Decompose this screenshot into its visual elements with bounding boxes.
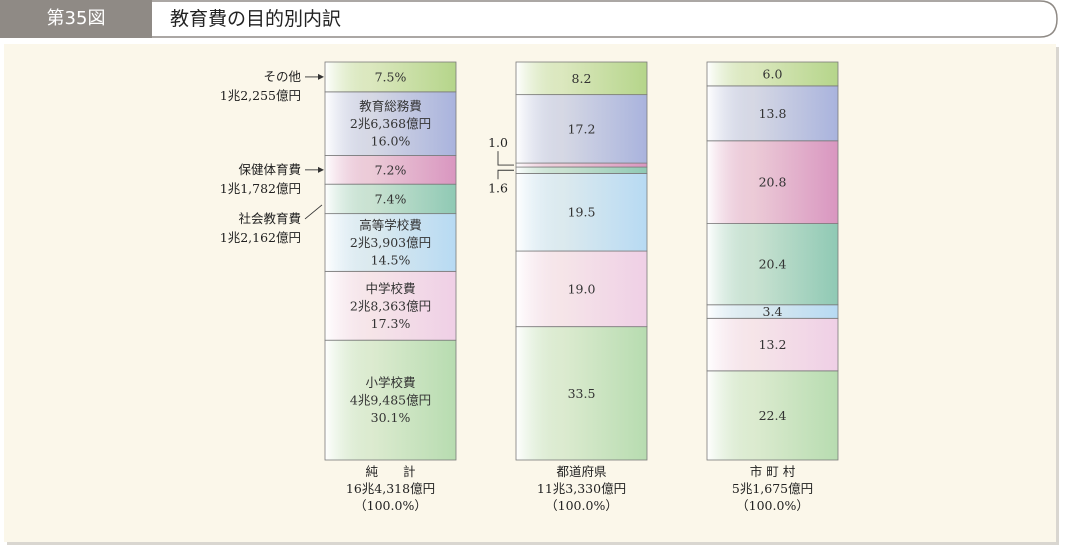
bar-segment-2-sohmu: [706, 85, 839, 142]
bar-name-label: 純 計: [365, 464, 415, 479]
bar-segment-2-sonota: [706, 61, 839, 87]
bar-segment-1-sonota: [515, 61, 648, 96]
bar-total-pct-label: （100.0%）: [736, 498, 809, 513]
bar-segment-0-chugaku: [324, 270, 457, 341]
bar-segment-1-koko: [515, 173, 648, 252]
bar-total-label: 5兆1,675億円: [732, 481, 813, 496]
bar-segment-2-shogaku: [706, 370, 839, 461]
segment-label: 17.2: [568, 121, 596, 136]
bar-segment-0-hoken: [324, 155, 457, 185]
callout-leader-pref-shakai: [497, 169, 514, 180]
figure-number: 第35図: [0, 0, 152, 38]
callout-label-pref-hoken: 1.0: [488, 135, 508, 150]
segment-label: 19.5: [568, 205, 596, 220]
segment-label: 3.4: [763, 304, 783, 319]
bar-segment-2-hoken: [706, 140, 839, 224]
segment-label: 2兆8,363億円: [350, 298, 431, 313]
segment-label: 13.2: [759, 337, 787, 352]
bar-segment-1-shakai: [515, 166, 648, 174]
segment-label: 20.4: [759, 257, 787, 272]
callout-label-shakai: 1兆2,162億円: [220, 230, 301, 245]
bar-segment-1-hoken: [515, 162, 648, 168]
bar-total-pct-label: （100.0%）: [354, 498, 427, 513]
segment-label: 教育総務費: [359, 99, 422, 114]
segment-label: 17.3%: [371, 316, 411, 331]
segment-label: 2兆3,903億円: [350, 235, 431, 250]
bar-segment-0-shakai: [324, 183, 457, 215]
segment-label: 8.2: [572, 71, 592, 86]
segment-label: 中学校費: [365, 281, 415, 296]
callout-label-sonota: 1兆2,255億円: [220, 88, 301, 103]
callout-leader-shakai: [304, 204, 323, 220]
segment-label: 7.4%: [375, 191, 407, 206]
callout-label-hoken: 保健体育費: [238, 162, 301, 177]
callout-leader-pref-hoken: [497, 151, 514, 166]
segment-label: 14.5%: [371, 252, 411, 267]
segment-label: 13.8: [759, 106, 787, 121]
bar-total-label: 11兆3,330億円: [537, 481, 626, 496]
callout-label-sonota: その他: [263, 69, 301, 84]
bar-segment-2-shakai: [706, 223, 839, 306]
callout-arrow-hoken: [318, 166, 324, 173]
segment-label: 6.0: [763, 66, 783, 81]
bar-name-label: 都道府県: [556, 464, 606, 479]
bar-segment-1-shogaku: [515, 326, 648, 461]
bar-total-label: 16兆4,318億円: [346, 481, 435, 496]
bar-name-label: 市 町 村: [750, 464, 796, 479]
segment-label: 33.5: [568, 386, 596, 401]
segment-label: 16.0%: [371, 134, 411, 149]
title-bar-outline: [152, 0, 1058, 38]
segment-label: 小学校費: [365, 375, 415, 390]
segment-label: 4兆9,485億円: [350, 393, 431, 408]
bar-segment-2-chugaku: [706, 317, 839, 372]
bar-segment-1-sohmu: [515, 94, 648, 164]
callout-label-shakai: 社会教育費: [238, 211, 301, 226]
bar-total-pct-label: （100.0%）: [545, 498, 618, 513]
callout-label-pref-shakai: 1.6: [488, 180, 508, 195]
segment-label: 7.5%: [375, 69, 407, 84]
segment-label: 30.1%: [371, 410, 411, 425]
segment-label: 20.8: [759, 175, 787, 190]
segment-label: 高等学校費: [359, 217, 422, 232]
bar-segment-0-sohmu: [324, 91, 457, 156]
bar-segment-0-sonota: [324, 61, 457, 93]
callout-label-hoken: 1兆1,782億円: [220, 181, 301, 196]
title-bar: 第35図 教育費の目的別内訳: [0, 0, 1058, 38]
bar-segment-1-chugaku: [515, 250, 648, 328]
figure-title: 教育費の目的別内訳: [170, 8, 342, 30]
callout-arrow-sonota: [318, 73, 324, 80]
segment-label: 7.2%: [375, 162, 407, 177]
segment-label: 2兆6,368億円: [350, 116, 431, 131]
segment-label: 22.4: [759, 408, 787, 423]
bar-segment-0-shogaku: [324, 339, 457, 461]
segment-label: 19.0: [568, 281, 596, 296]
